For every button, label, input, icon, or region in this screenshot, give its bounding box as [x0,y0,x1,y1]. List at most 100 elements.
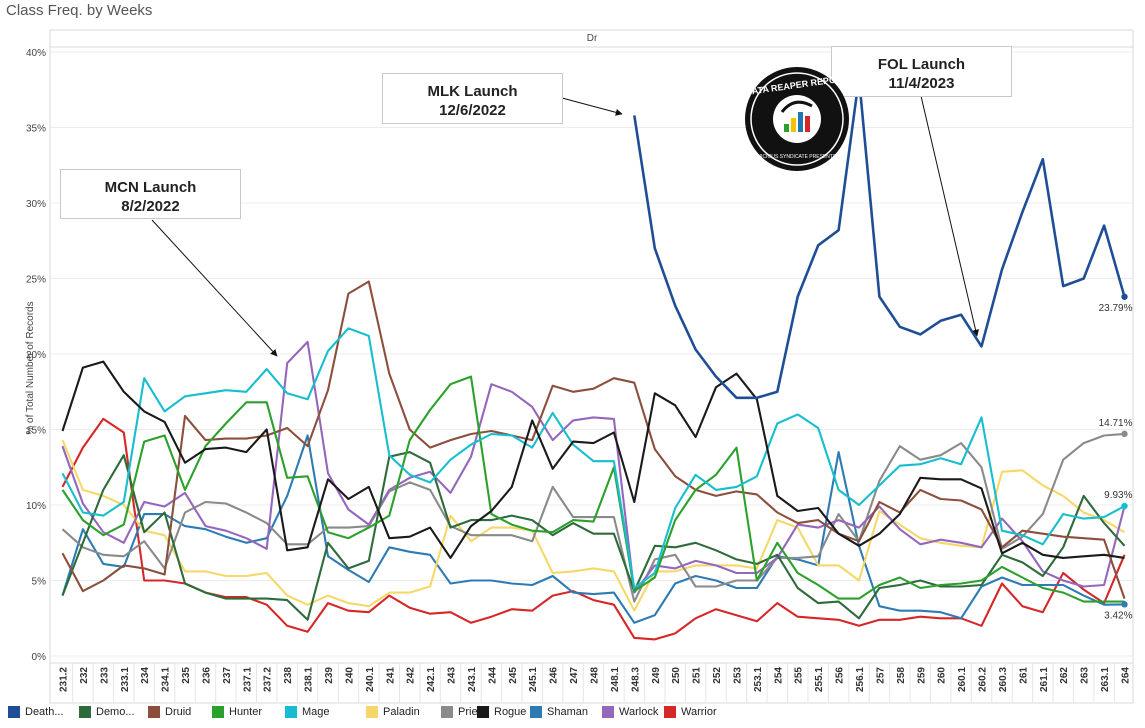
x-tick-label: 253.1 [753,667,764,692]
fol-launch-title: FOL Launch [877,56,966,73]
legend-label: Warlock [619,706,659,719]
legend-label: Druid [165,706,192,719]
x-tick-label: 258 [896,667,907,684]
mlk-launch-callout: MLK Launch 12/6/2022 [382,73,563,124]
x-tick-label: 238 [283,667,294,684]
legend-item: Rogue [477,706,526,722]
y-tick-label: 30% [26,199,46,210]
x-tick-label: 243.1 [467,667,478,692]
x-tick-label: 233 [99,667,110,684]
x-tick-label: 234.1 [161,667,172,692]
series-line-warlock [61,340,1126,594]
x-tick-label: 245.1 [528,667,539,692]
x-tick-label: 248 [590,667,601,684]
series-line-hunter [61,375,1125,603]
x-tick-label: 244 [487,667,498,684]
x-tick-label: 255 [794,667,805,684]
x-axis-band [49,662,1134,704]
series-line-druid [61,280,1126,599]
series-line-mage [61,327,1125,590]
legend-label: Mage [302,706,330,719]
end-marker [1121,601,1128,608]
series-line-paladin [61,439,1126,612]
x-tick-label: 237.2 [263,667,274,692]
legend-item: Demo... [79,706,135,722]
mcn-launch-callout: MCN Launch 8/2/2022 [60,169,241,219]
end-marker [1121,502,1128,510]
fol-arrow [920,95,979,337]
x-tick-label: 251 [692,667,703,684]
legend-swatch [79,706,91,719]
legend-swatch [477,706,489,719]
legend-swatch [530,706,542,719]
y-tick-label: 25% [26,275,46,286]
legend-label: Hunter [229,706,263,719]
x-tick-label: 252 [712,667,723,684]
x-tick-label: 257 [875,667,886,684]
y-tick-label: 20% [26,350,46,361]
x-tick-label: 242.1 [426,667,437,692]
y-axis-label: % of Total Number of Records [25,301,36,434]
series-line-warrior [61,417,1126,641]
legend-item: Paladin [366,706,420,722]
legend-swatch [148,706,160,719]
x-tick-label: 243 [447,667,458,684]
legend-swatch [366,706,378,719]
x-tick-label: 245 [508,667,519,684]
x-tick-label: 260.1 [957,667,968,692]
series-line-shaman [61,434,1125,624]
end-marker [1121,293,1128,300]
legend-swatch [664,706,676,719]
legend-label: Paladin [383,706,420,719]
data-reaper-logo: DATA REAPER REPORT VICIOUS SYNDICATE PRE… [745,67,849,171]
legend-swatch [285,706,297,719]
x-tick-label: 253 [732,667,743,684]
line-chart: % of Total Number of Records Dr 0% 5% 10% 1… [25,29,1134,704]
mlk-launch-date: 12/6/2022 [439,102,506,119]
x-tick-label: 261.1 [1039,667,1050,692]
end-value-label: 23.79% [1099,303,1133,314]
legend-item: Warrior [664,706,717,722]
y-tick-label: 5% [32,577,47,588]
x-tick-label: 239 [324,667,335,684]
x-tick-label: 260 [937,667,948,684]
end-marker [1121,430,1128,438]
legend-item: Death... [8,706,64,722]
legend-item: Hunter [212,706,262,722]
legend-label: Rogue [494,706,527,719]
fol-launch-date: 11/4/2023 [888,75,955,92]
x-tick-label: 234 [140,667,151,684]
pane-header: Dr [587,33,598,44]
legend-item: Mage [285,706,330,722]
mcn-launch-date: 8/2/2022 [121,198,180,215]
end-value-label: 14.71% [1099,418,1133,429]
x-tick-label: 240 [344,667,355,684]
x-tick-label: 247 [569,667,580,684]
svg-text:VICIOUS SYNDICATE PRESENTS: VICIOUS SYNDICATE PRESENTS [758,154,837,160]
x-tick-label: 237.1 [242,667,253,692]
legend-label: Death... [25,706,64,719]
x-tick-label: 248.3 [630,667,641,692]
y-tick-label: 40% [26,48,46,59]
y-tick-label: 10% [26,501,46,512]
legend-swatch [8,706,20,719]
x-tick-label: 263 [1080,667,1091,684]
x-tick-label: 254 [773,667,784,684]
y-tick-label: 0% [32,652,47,663]
series-line-demo [61,451,1126,621]
legend-item: Druid [148,706,191,722]
x-tick-label: 255.1 [814,667,825,692]
legend-label: Warrior [681,706,717,719]
legend-swatch [441,706,453,719]
x-tick-label: 249 [651,667,662,684]
legend-label: Demo... [96,706,135,719]
x-tick-label: 256.1 [855,667,866,692]
fol-launch-callout: FOL Launch 11/4/2023 [831,46,1012,97]
mlk-arrow [561,97,623,116]
series-line-death [633,76,1126,400]
mcn-launch-title: MCN Launch [104,179,197,196]
x-tick-label: 263.1 [1100,667,1111,692]
series-line-priest [61,432,1125,603]
x-tick-label: 241 [385,667,396,684]
x-tick-label: 236 [201,667,212,684]
